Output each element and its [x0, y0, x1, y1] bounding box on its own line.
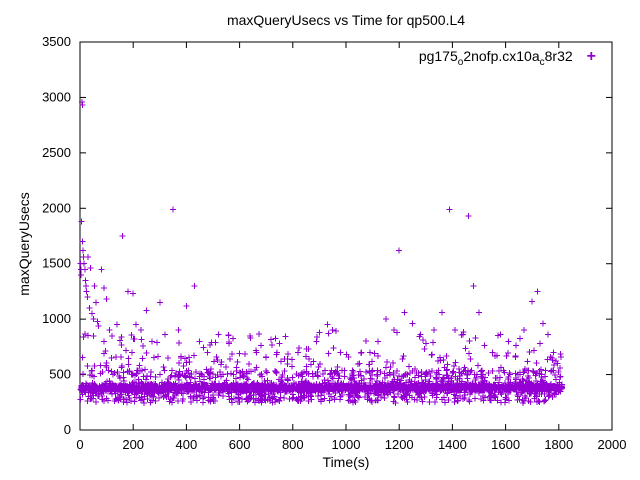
x-tick-label: 0 [76, 437, 83, 452]
x-tick-label: 1200 [385, 437, 414, 452]
x-tick-label: 200 [122, 437, 144, 452]
legend-label: pg175o2nofp.cx10ac8r32 [418, 48, 573, 68]
x-tick-label: 2000 [598, 437, 627, 452]
y-tick-label: 2500 [42, 145, 71, 160]
x-tick-label: 400 [176, 437, 198, 452]
y-tick-label: 1500 [42, 256, 71, 271]
x-tick-label: 1000 [332, 437, 361, 452]
x-tick-label: 1600 [491, 437, 520, 452]
y-tick-label: 3500 [42, 34, 71, 49]
y-tick-label: 3000 [42, 89, 71, 104]
chart-title: maxQueryUsecs vs Time for qp500.L4 [226, 12, 466, 28]
x-tick-label: 1400 [438, 437, 467, 452]
x-tick-label: 1800 [544, 437, 573, 452]
x-tick-label: 600 [229, 437, 251, 452]
y-tick-label: 0 [64, 422, 71, 437]
x-tick-label: 800 [282, 437, 304, 452]
plus-marker-icon: + [586, 48, 596, 65]
y-tick-label: 2000 [42, 200, 71, 215]
legend: pg175o2nofp.cx10ac8r32 + [80, 48, 596, 68]
y-tick-label: 500 [49, 367, 71, 382]
y-tick-label: 1000 [42, 311, 71, 326]
x-axis-label: Time(s) [322, 454, 370, 470]
data-points [77, 99, 565, 406]
